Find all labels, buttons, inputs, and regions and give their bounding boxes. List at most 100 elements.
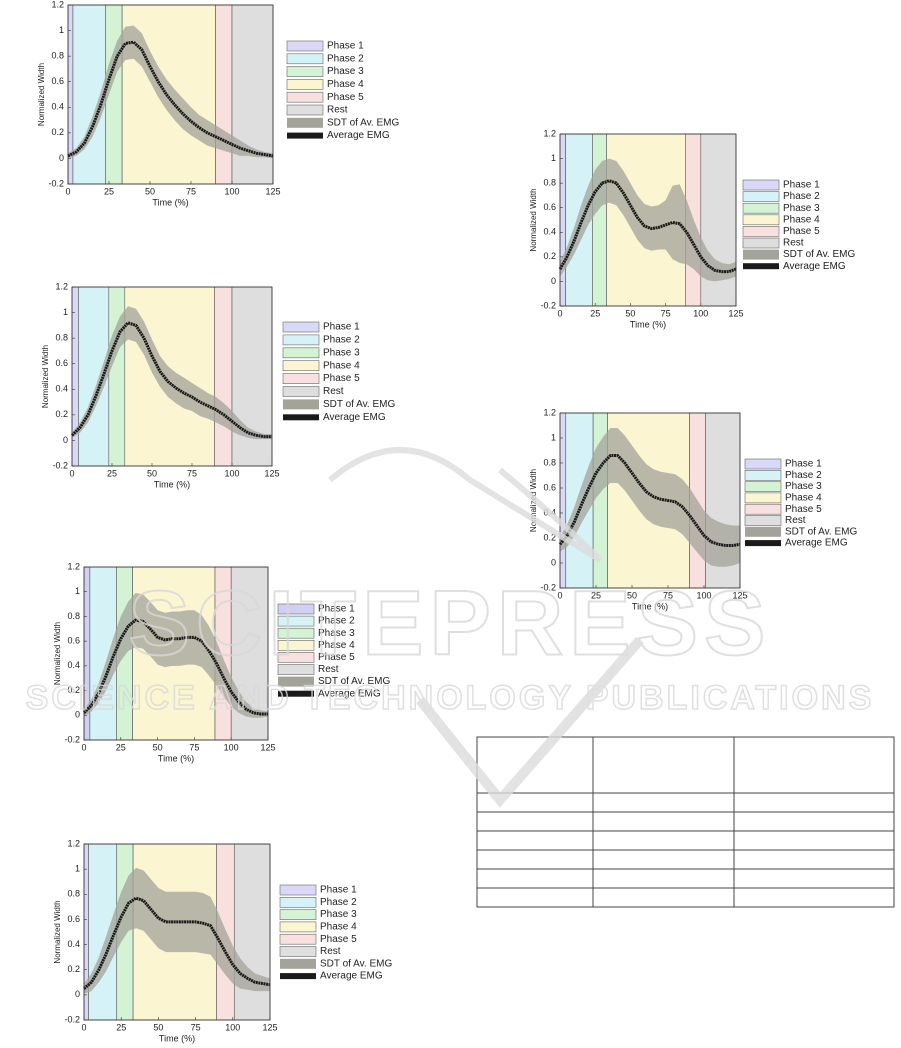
y-tick-label: 0.6 bbox=[543, 482, 556, 492]
average-line bbox=[83, 896, 271, 990]
x-tick-label: 0 bbox=[557, 308, 562, 318]
watermark-swoosh bbox=[328, 447, 603, 563]
legend-label: Phase 3 bbox=[327, 66, 364, 77]
legend-label: Average EMG bbox=[320, 971, 383, 982]
watermark-title: SCITEPRESS bbox=[129, 572, 772, 674]
legend-label: Phase 3 bbox=[785, 481, 822, 492]
x-tick-label: 125 bbox=[262, 1022, 277, 1032]
y-tick-label: 0.8 bbox=[543, 457, 556, 467]
y-tick-label: 0.8 bbox=[543, 178, 556, 188]
legend-label: Average EMG bbox=[783, 261, 846, 272]
y-tick-label: 0.4 bbox=[543, 227, 556, 237]
legend-label: Phase 2 bbox=[320, 897, 357, 908]
legend-swatch bbox=[287, 117, 323, 128]
y-tick-label: 1.2 bbox=[543, 407, 556, 417]
y-tick-label: 0.2 bbox=[67, 685, 80, 695]
y-tick-label: 0.6 bbox=[67, 636, 80, 646]
legend-label: Rest bbox=[323, 386, 344, 397]
x-tick-label: 100 bbox=[225, 1022, 240, 1032]
plot-frame bbox=[559, 412, 741, 589]
phase-region bbox=[559, 133, 566, 307]
legend-label: Rest bbox=[783, 238, 804, 249]
x-axis-label: Time (%) bbox=[159, 1033, 195, 1043]
legend-label: SDT of Av. EMG bbox=[785, 526, 857, 537]
x-tick-label: 125 bbox=[260, 742, 275, 752]
x-tick-label: 50 bbox=[153, 1022, 163, 1032]
x-tick-label: 25 bbox=[104, 186, 114, 196]
phase-region bbox=[559, 412, 567, 589]
sd-band bbox=[68, 25, 273, 159]
legend-swatch bbox=[742, 191, 780, 202]
y-tick-label: -0.2 bbox=[64, 1014, 80, 1024]
legend-label: Average EMG bbox=[318, 688, 381, 699]
legend-swatch bbox=[744, 492, 782, 504]
legend-swatch bbox=[278, 676, 314, 687]
plot-frame bbox=[559, 133, 737, 307]
legend-swatch bbox=[280, 973, 316, 980]
legend-label: Phase 1 bbox=[785, 459, 822, 470]
x-tick-label: 0 bbox=[81, 1022, 86, 1032]
legend-swatch bbox=[282, 386, 320, 397]
y-tick-label: 0.6 bbox=[55, 358, 68, 368]
x-tick-label: 75 bbox=[187, 468, 197, 478]
y-tick-label: 0 bbox=[551, 557, 556, 567]
x-tick-label: 25 bbox=[116, 1022, 126, 1032]
plot-frame bbox=[83, 566, 269, 741]
y-tick-label: 0.4 bbox=[55, 384, 68, 394]
y-tick-label: 0.8 bbox=[67, 889, 80, 899]
x-tick-label: 25 bbox=[116, 742, 126, 752]
x-axis-label: Time (%) bbox=[630, 319, 666, 329]
legend-swatch bbox=[286, 53, 324, 65]
x-tick-label: 125 bbox=[728, 308, 743, 318]
x-tick-label: 50 bbox=[145, 186, 155, 196]
x-tick-label: 125 bbox=[265, 186, 280, 196]
x-tick-label: 100 bbox=[693, 308, 708, 318]
y-tick-label: 0.4 bbox=[67, 939, 80, 949]
legend-label: Phase 4 bbox=[318, 640, 355, 651]
legend-swatch bbox=[282, 321, 320, 333]
legend-swatch bbox=[282, 347, 320, 359]
legend-swatch bbox=[279, 896, 317, 908]
y-tick-label: 0 bbox=[75, 989, 80, 999]
legend-label: Rest bbox=[320, 946, 341, 957]
legend-label: SDT of Av. EMG bbox=[318, 676, 390, 687]
legend-label: Phase 5 bbox=[323, 373, 360, 384]
y-tick-label: 0 bbox=[75, 710, 80, 720]
x-tick-label: 0 bbox=[81, 742, 86, 752]
phase-region bbox=[83, 843, 89, 1021]
legend-swatch bbox=[743, 263, 779, 270]
y-axis-label: Normalized Width bbox=[41, 345, 50, 408]
x-tick-label: 75 bbox=[186, 186, 196, 196]
x-tick-label: 50 bbox=[153, 742, 163, 752]
legend-swatch bbox=[286, 40, 324, 52]
legend-swatch bbox=[744, 515, 782, 526]
legend-swatch bbox=[287, 132, 323, 139]
x-tick-label: 25 bbox=[590, 308, 600, 318]
phase-region bbox=[214, 286, 233, 467]
legend-label: Phase 1 bbox=[327, 41, 364, 52]
phase-region bbox=[71, 286, 79, 467]
legend-swatch bbox=[279, 884, 317, 896]
legend-label: Phase 3 bbox=[783, 203, 820, 214]
y-tick-label: 0.6 bbox=[51, 76, 64, 86]
legend-label: Phase 2 bbox=[783, 191, 820, 202]
legend-swatch bbox=[742, 179, 780, 191]
legend-label: Phase 5 bbox=[318, 652, 355, 663]
legend-swatch bbox=[742, 202, 780, 214]
average-line bbox=[558, 179, 737, 274]
y-axis-label: Normalized Width bbox=[53, 900, 62, 963]
legend-swatch bbox=[277, 639, 315, 651]
y-tick-label: 0 bbox=[63, 435, 68, 445]
x-tick-label: 0 bbox=[557, 590, 562, 600]
table-frame bbox=[476, 736, 895, 908]
watermark-subtitle: SCIENCE AND TECHNOLOGY PUBLICATIONS bbox=[26, 679, 875, 717]
legend-label: Phase 2 bbox=[318, 616, 355, 627]
legend-label: Phase 2 bbox=[785, 470, 822, 481]
y-tick-label: 0.2 bbox=[543, 532, 556, 542]
legend-swatch bbox=[277, 664, 315, 675]
legend-label: Phase 2 bbox=[327, 53, 364, 64]
legend-swatch bbox=[286, 104, 324, 116]
y-tick-label: 1 bbox=[75, 586, 80, 596]
